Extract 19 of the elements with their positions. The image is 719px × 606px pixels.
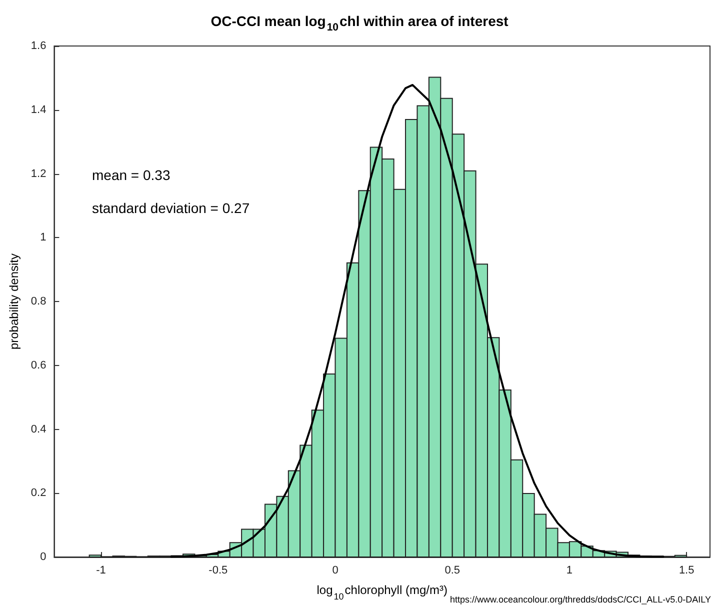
text: https://www.oceancolour.org/thredds/dodsC/CCI_ALL-v5.0-DAILY <box>450 594 712 604</box>
y-tick-label: 0 <box>40 551 46 563</box>
y-tick-label: 1.2 <box>30 168 46 180</box>
x-tick-label: 0.5 <box>444 564 460 576</box>
annotation: mean = 0.33 <box>92 167 170 183</box>
y-tick-label: 1 <box>40 232 46 244</box>
y-tick-label: 1.4 <box>30 104 46 116</box>
y-tick-label: 0.2 <box>30 487 46 500</box>
x-tick-label: -1 <box>96 564 106 576</box>
x-tick-label: 0 <box>332 564 338 576</box>
x-tick-label: 1 <box>566 564 573 576</box>
x-tick-label: 1.5 <box>678 564 694 576</box>
y-tick-label: 1.6 <box>30 40 46 52</box>
annotation: standard deviation = 0.27 <box>92 200 250 216</box>
y-axis-title: probability density <box>7 253 21 350</box>
x-tick-label: -0.5 <box>208 564 228 576</box>
y-tick-label: 0.6 <box>30 359 46 372</box>
y-tick-label: 0.4 <box>30 423 46 436</box>
y-tick-label: 0.8 <box>30 296 46 308</box>
